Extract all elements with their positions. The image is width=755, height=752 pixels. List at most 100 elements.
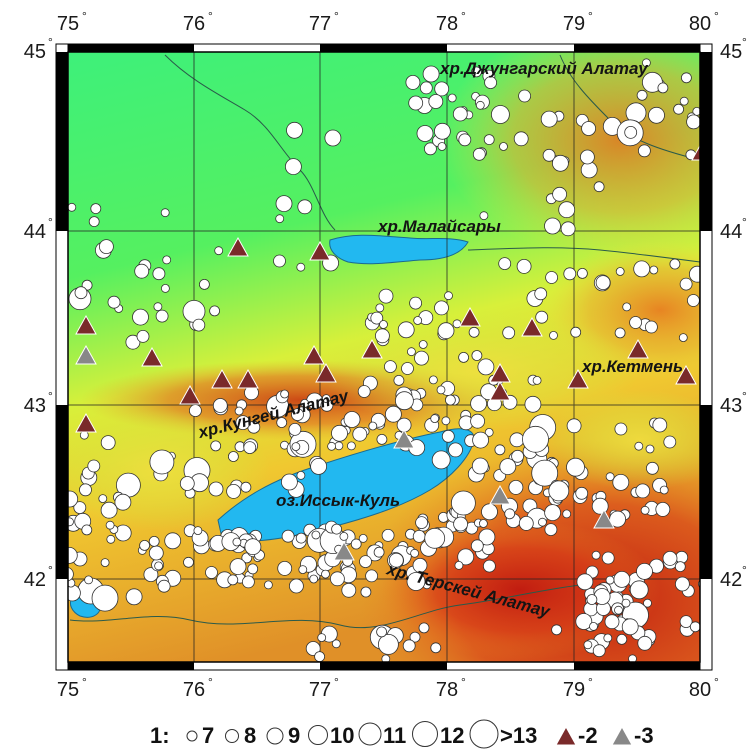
earthquake-circle [291,408,304,422]
earthquake-circle [524,395,542,413]
legend-circle-7 [186,730,198,742]
earthquake-circle [100,435,116,451]
earthquake-circle [583,640,593,650]
station-triangle-red [179,384,201,405]
degree-mark: ° [461,9,466,23]
earthquake-circle [646,461,659,475]
earthquake-circle [437,322,455,340]
earthquake-circle [373,546,385,558]
earthquake-circle [99,239,114,255]
earthquake-circle [450,490,476,516]
earthquake-circle [558,201,576,219]
earthquake-circle [479,211,489,221]
earthquake-circle [674,561,686,572]
earthquake-circle [232,537,242,547]
earthquake-circle [629,316,642,329]
earthquake-circle [331,523,343,535]
lat-ticks-right: 45 44 43 42 [720,41,742,591]
earthquake-circle [581,121,596,136]
earthquake-circle [655,501,671,517]
earthquake-circle [678,333,688,343]
earthquake-circle [352,426,368,442]
earthquake-circle [477,358,495,376]
earthquake-circle [434,300,449,316]
earthquake-circle [193,526,203,535]
station-triangle-red [211,368,233,389]
earthquake-circle [552,186,567,202]
legend-circle-12 [412,721,438,747]
earthquake-circle [148,545,164,561]
earthquake-circle [81,524,93,536]
degree-mark: ° [48,389,53,403]
earthquake-circle [300,398,310,408]
earthquake-circle [673,103,684,115]
earthquake-circle [277,561,293,576]
earthquake-circle [350,538,362,550]
earthquake-circle [205,566,218,579]
earthquake-circle [563,267,577,281]
earthquake-circle [405,75,421,90]
earthquake-circle [614,422,628,436]
lat-tick-43-right: 43 [720,395,742,417]
earthquake-circle [636,563,653,580]
earthquake-circle [160,208,170,218]
earthquake-circle [311,530,321,540]
earthquake-circle [575,486,589,500]
station-triangle-red [303,344,325,365]
degree-mark: ° [588,9,593,23]
earthquake-circle [447,93,457,103]
legend-prefix: 1: [150,723,170,748]
earthquake-circle [397,321,415,339]
earthquake-circle [134,263,150,279]
earthquake-circle [475,100,485,110]
station-triangle-red [521,316,543,337]
earthquake-circle [570,326,582,338]
legend-circle-9 [266,727,284,745]
earthquake-circle [423,142,437,156]
station-markers [75,144,700,561]
legend-size-13plus: >13 [500,723,537,748]
earthquake-circle [534,287,548,301]
legend-size-8: 8 [244,723,256,748]
earthquake-circle [68,517,74,527]
degree-mark: ° [461,675,466,689]
earthquake-circle [675,576,690,592]
legend-size-10: 10 [330,723,354,748]
earthquake-circle [418,622,430,634]
earthquake-circle [275,195,293,213]
station-triangle-red [627,338,649,359]
earthquake-circle [689,621,700,633]
earthquake-circle [424,527,446,549]
earthquake-circle [365,569,379,583]
earthquake-circle [358,534,368,543]
earthquake-circle [551,624,562,636]
earthquake-circle [402,639,416,653]
earthquake-circle [545,271,558,284]
earthquake-circle [509,432,525,448]
terrain-layer [68,52,700,662]
earthquake-circle [441,429,455,443]
earthquake-circle [74,286,88,300]
earthquake-circle [410,548,420,558]
earthquake-circle [498,257,512,271]
degree-mark: ° [82,675,87,689]
earthquake-circle [374,328,390,344]
station-triangle-red [459,306,481,327]
earthquake-circle [538,517,547,527]
earthquake-circle [132,308,149,326]
earthquake-markers [68,58,700,662]
earthquake-circle [209,305,221,317]
earthquake-circle [615,267,625,276]
earthquake-circle [152,267,166,281]
earthquake-circle [430,414,440,424]
lon-tick-76-top: 76 [183,13,205,35]
earthquake-circle [79,483,92,497]
earthquake-circle [357,385,371,398]
earthquake-circle [247,563,259,575]
earthquake-circle [164,532,182,550]
earthquake-circle [645,320,658,334]
earthquake-circle [436,385,446,395]
degree-mark: ° [742,215,747,229]
earthquake-circle [107,295,121,309]
earthquake-circle [457,548,475,566]
